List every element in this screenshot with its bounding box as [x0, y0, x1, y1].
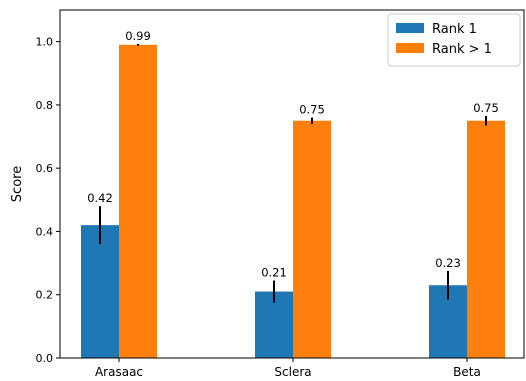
x-axis: Arasaac Sclera Beta [95, 358, 481, 379]
x-tick-label: Arasaac [95, 365, 143, 379]
bar-arasaac-series-2 [119, 44, 157, 359]
x-tick-label: Beta [453, 365, 481, 379]
data-label: 0.99 [125, 29, 151, 43]
legend-label: Rank 1 [432, 22, 477, 37]
data-label: 0.75 [473, 101, 499, 115]
plot-frame [59, 9, 525, 359]
plot-content: 0.42 0.21 0.23 0.99 0.75 0.75 [81, 29, 505, 359]
legend-label: Rank > 1 [432, 42, 492, 57]
data-label: 0.23 [435, 256, 461, 270]
y-tick-label: 0.6 [36, 162, 54, 175]
legend: Rank 1 Rank > 1 [387, 13, 521, 67]
data-label: 0.75 [299, 103, 325, 117]
y-tick-label: 0.0 [36, 352, 54, 365]
y-tick-label: 0.2 [36, 289, 54, 302]
bar-beta-series-2 [467, 120, 505, 359]
bar-sclera-series-2 [293, 120, 331, 359]
legend-swatch [396, 43, 424, 53]
y-axis: 0.0 0.2 0.4 0.6 0.8 1.0 [36, 36, 60, 365]
bar-arasaac-series-1 [81, 225, 119, 358]
y-tick-label: 1.0 [36, 36, 54, 49]
data-label: 0.42 [87, 191, 113, 205]
x-tick-label: Sclera [274, 365, 311, 379]
data-label: 0.21 [261, 265, 287, 279]
y-axis-title: Score [10, 166, 25, 202]
y-tick-label: 0.4 [36, 225, 54, 238]
legend-swatch [396, 23, 424, 33]
y-tick-label: 0.8 [36, 99, 54, 112]
